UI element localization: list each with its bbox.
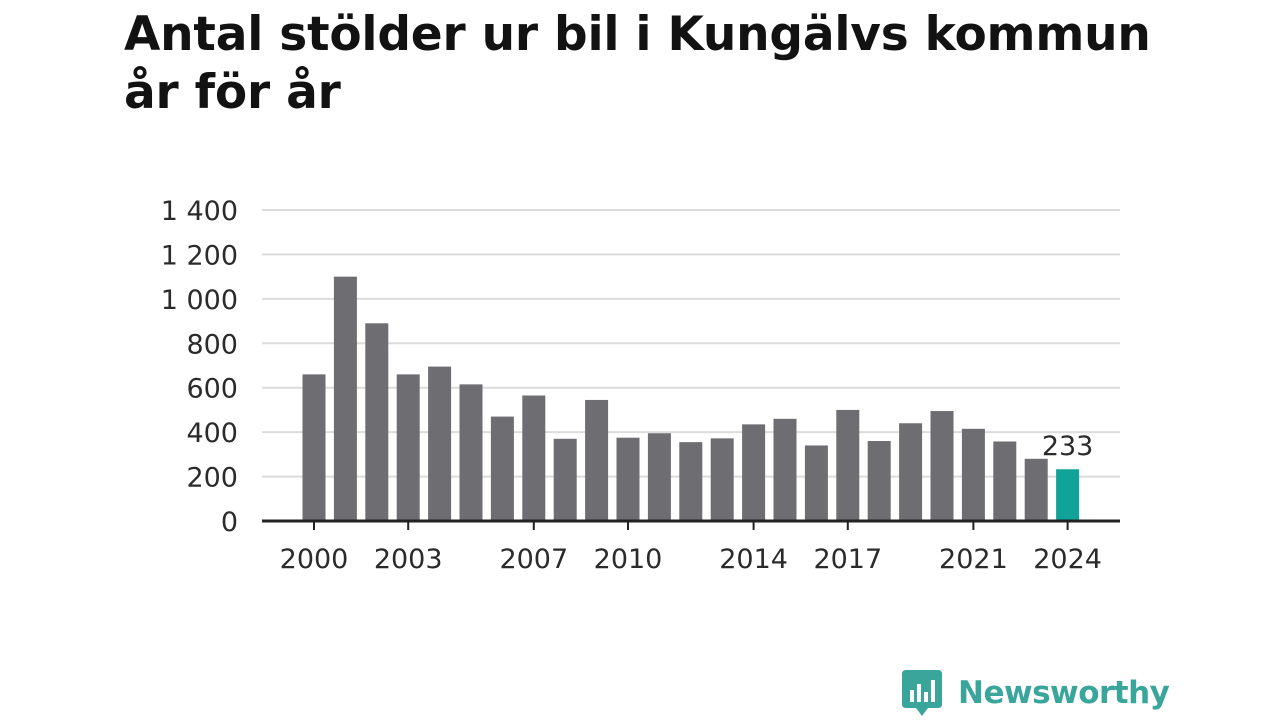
highlight-value-label: 233 [1042,431,1094,462]
bar-2008 [553,438,577,521]
bar-2018 [867,441,891,521]
bar-2021 [961,428,985,521]
y-tick-label: 200 [186,463,238,494]
bar-2012 [679,442,703,521]
bar-2006 [490,416,514,521]
y-tick-label: 600 [186,374,238,405]
x-tick-label: 2024 [1033,544,1102,575]
brand-logo: Newsworthy [902,670,1170,716]
bar-2023 [1024,458,1048,521]
x-tick-label: 2021 [939,544,1008,575]
bar-2010 [616,437,640,521]
brand-name: Newsworthy [958,675,1170,711]
bar-2019 [899,423,923,521]
bar-2015 [773,418,797,521]
y-tick-label: 1 200 [161,240,238,271]
y-tick-label: 800 [186,329,238,360]
bar-2005 [459,384,483,521]
x-axis [262,519,1120,530]
bar-2009 [585,399,609,521]
x-tick-label: 2000 [280,544,349,575]
x-axis-tick-labels: 2000 2003 2007 2010 2014 2017 2021 2024 [280,544,1102,575]
newsworthy-logo-icon [902,670,942,716]
x-tick-label: 2010 [594,544,663,575]
gridlines [262,209,1120,478]
y-tick-label: 0 [221,507,238,538]
bar-2014 [742,424,766,521]
bar-2003 [396,374,420,521]
y-tick-label: 1 400 [161,196,238,227]
y-tick-label: 400 [186,418,238,449]
bar-2022 [993,441,1017,521]
x-tick-label: 2014 [719,544,788,575]
data-labels: 233 [1042,431,1094,462]
bar-2002 [365,323,389,521]
bar-2004 [428,366,452,521]
bar-2020 [930,411,954,521]
bar-2007 [522,395,546,521]
x-tick-label: 2003 [374,544,443,575]
chart-title: Antal stölder ur bil i Kungälvs kommun å… [124,7,1151,120]
bar-2000 [302,374,326,521]
x-tick-label: 2017 [813,544,882,575]
y-tick-label: 1 000 [161,285,238,316]
bar-2017 [836,409,860,521]
x-tick-label: 2007 [499,544,568,575]
bar-2016 [804,445,828,521]
bar-2013 [710,438,734,521]
bar-2024 [1056,469,1080,521]
bars [302,276,1080,521]
bar-2001 [333,276,357,521]
y-axis-tick-labels: 0 200 400 600 800 1 000 1 200 1 400 [161,196,238,538]
bar-2011 [647,433,671,521]
